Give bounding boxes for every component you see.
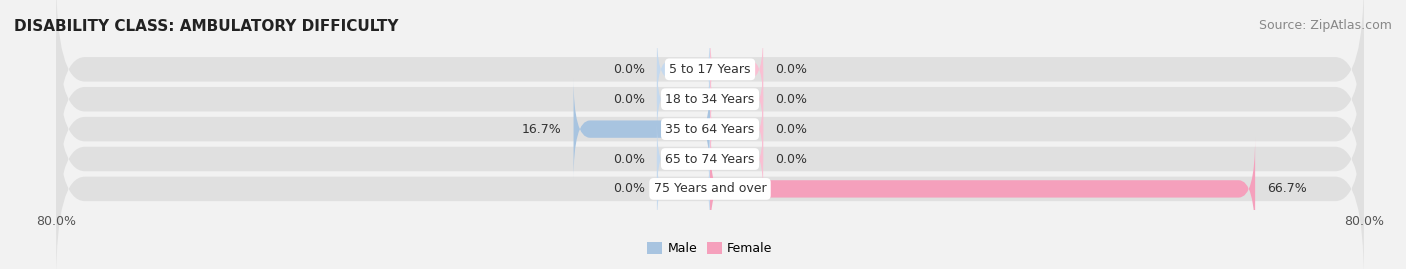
Text: 16.7%: 16.7%: [522, 123, 561, 136]
FancyBboxPatch shape: [56, 37, 1364, 221]
Text: DISABILITY CLASS: AMBULATORY DIFFICULTY: DISABILITY CLASS: AMBULATORY DIFFICULTY: [14, 19, 398, 34]
Text: 0.0%: 0.0%: [776, 123, 807, 136]
Text: 65 to 74 Years: 65 to 74 Years: [665, 153, 755, 165]
FancyBboxPatch shape: [710, 93, 763, 165]
Text: 66.7%: 66.7%: [1267, 182, 1308, 195]
FancyBboxPatch shape: [710, 138, 1256, 240]
Text: 0.0%: 0.0%: [613, 93, 644, 106]
Text: 0.0%: 0.0%: [613, 63, 644, 76]
Text: 0.0%: 0.0%: [613, 182, 644, 195]
FancyBboxPatch shape: [710, 33, 763, 105]
FancyBboxPatch shape: [710, 123, 763, 195]
FancyBboxPatch shape: [56, 67, 1364, 251]
FancyBboxPatch shape: [657, 153, 710, 225]
Text: 18 to 34 Years: 18 to 34 Years: [665, 93, 755, 106]
Text: 5 to 17 Years: 5 to 17 Years: [669, 63, 751, 76]
FancyBboxPatch shape: [574, 78, 710, 180]
FancyBboxPatch shape: [657, 33, 710, 105]
Text: 0.0%: 0.0%: [613, 153, 644, 165]
Text: 0.0%: 0.0%: [776, 93, 807, 106]
FancyBboxPatch shape: [56, 7, 1364, 192]
FancyBboxPatch shape: [657, 63, 710, 135]
FancyBboxPatch shape: [657, 123, 710, 195]
FancyBboxPatch shape: [710, 63, 763, 135]
FancyBboxPatch shape: [56, 0, 1364, 162]
Legend: Male, Female: Male, Female: [648, 242, 772, 255]
Text: 75 Years and over: 75 Years and over: [654, 182, 766, 195]
Text: 0.0%: 0.0%: [776, 63, 807, 76]
Text: 35 to 64 Years: 35 to 64 Years: [665, 123, 755, 136]
Text: 0.0%: 0.0%: [776, 153, 807, 165]
FancyBboxPatch shape: [56, 97, 1364, 269]
Text: Source: ZipAtlas.com: Source: ZipAtlas.com: [1258, 19, 1392, 32]
